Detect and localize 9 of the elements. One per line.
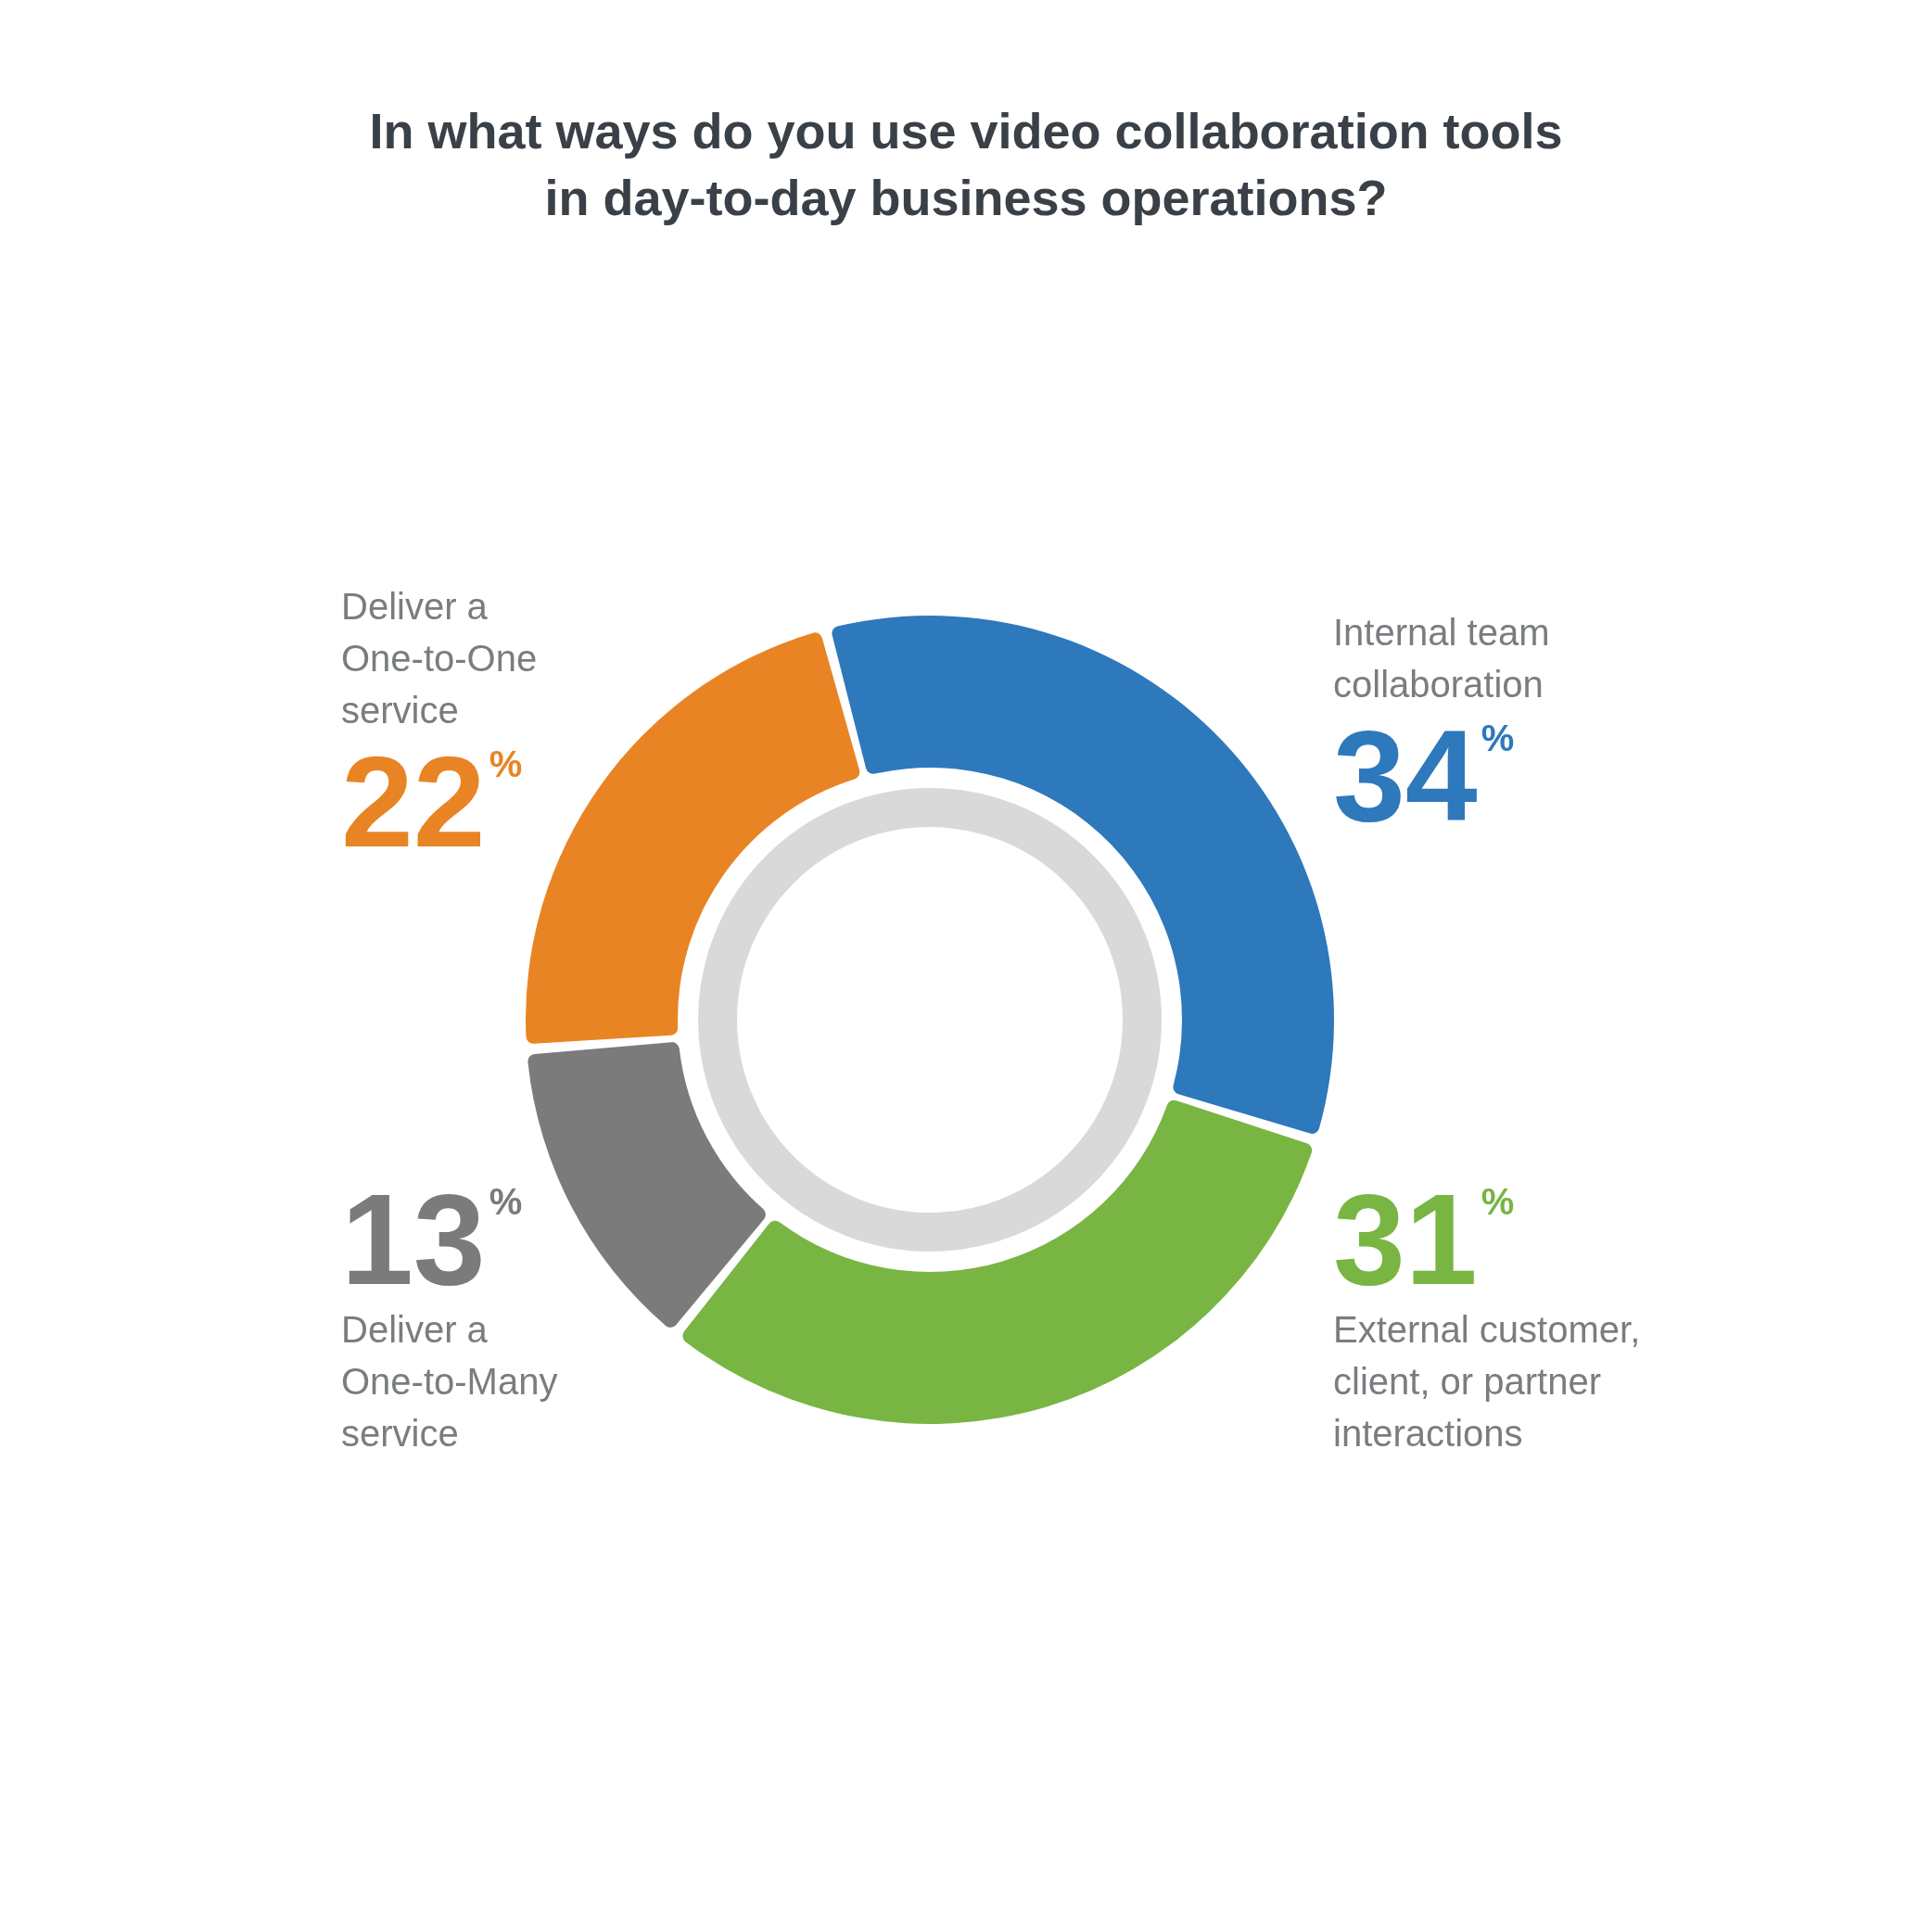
slice-label: Deliver a One-to-Many service (341, 1309, 558, 1454)
slice-label: Internal team collaboration (1333, 612, 1550, 705)
data-label: 31% (1333, 1165, 1515, 1312)
data-label: 13% (341, 1165, 523, 1312)
data-label: 34% (1333, 702, 1515, 848)
slice-label: External customer, client, or partner interactions (1333, 1309, 1641, 1454)
data-label: 22% (341, 728, 523, 874)
slice-label: Deliver a One-to-One service (341, 586, 538, 731)
chart-title: In what ways do you use video collaboration tools in day-to-day business operations? (369, 103, 1563, 225)
